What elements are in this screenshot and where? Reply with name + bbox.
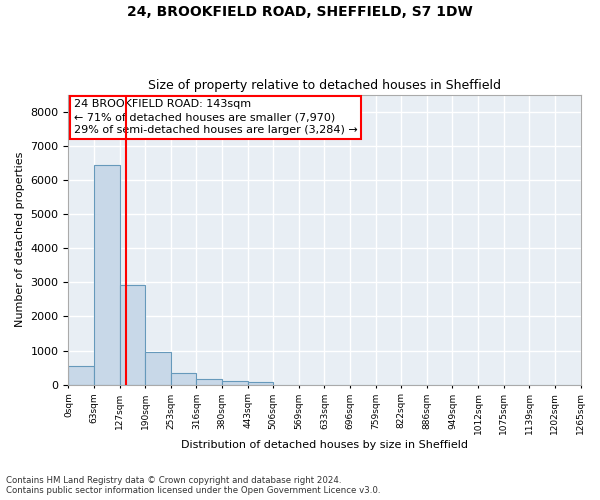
Bar xyxy=(145,352,171,384)
Bar xyxy=(119,284,145,384)
Bar xyxy=(171,373,196,384)
Text: 24 BROOKFIELD ROAD: 143sqm
← 71% of detached houses are smaller (7,970)
29% of s: 24 BROOKFIELD ROAD: 143sqm ← 71% of deta… xyxy=(74,99,357,136)
Y-axis label: Number of detached properties: Number of detached properties xyxy=(15,152,25,328)
Text: 24, BROOKFIELD ROAD, SHEFFIELD, S7 1DW: 24, BROOKFIELD ROAD, SHEFFIELD, S7 1DW xyxy=(127,5,473,19)
Bar xyxy=(94,165,119,384)
Text: Contains HM Land Registry data © Crown copyright and database right 2024.
Contai: Contains HM Land Registry data © Crown c… xyxy=(6,476,380,495)
Bar xyxy=(248,382,273,384)
Bar xyxy=(196,379,222,384)
Bar xyxy=(68,366,94,384)
X-axis label: Distribution of detached houses by size in Sheffield: Distribution of detached houses by size … xyxy=(181,440,468,450)
Title: Size of property relative to detached houses in Sheffield: Size of property relative to detached ho… xyxy=(148,79,501,92)
Bar xyxy=(222,381,248,384)
